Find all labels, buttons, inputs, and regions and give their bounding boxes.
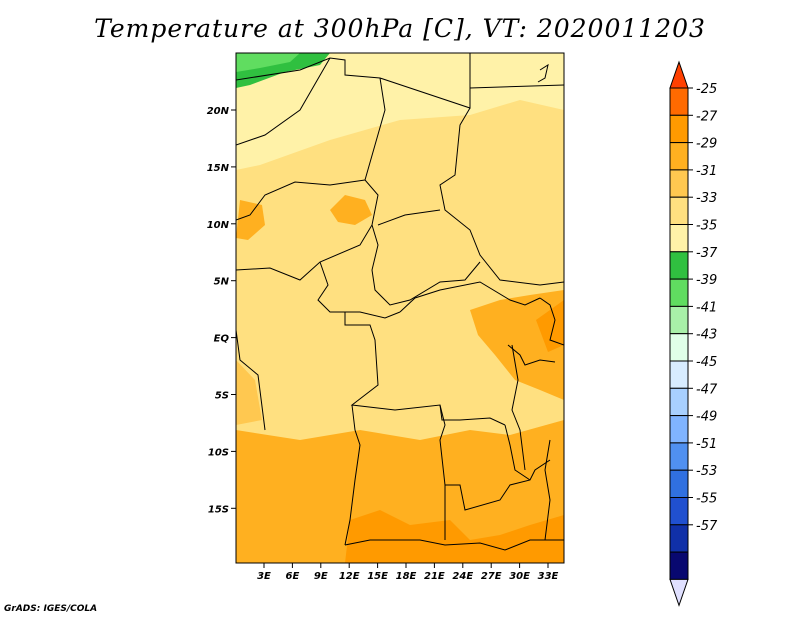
colorbar-label: -55 xyxy=(696,492,717,507)
colorbar-segment xyxy=(669,469,689,499)
colorbar-bottom-arrow xyxy=(669,578,689,607)
colorbar-label: -25 xyxy=(696,82,717,97)
colorbar-segment xyxy=(669,415,689,444)
colorbar-label: -31 xyxy=(696,164,717,179)
lon-tick-label: 6E xyxy=(286,571,300,582)
colorbar-segment xyxy=(669,551,689,580)
colorbar-label: -57 xyxy=(696,519,718,534)
field-south-warm xyxy=(236,420,564,563)
field-southwest-edge xyxy=(236,360,262,425)
temperature-field xyxy=(236,53,564,563)
lon-tick-label: 15E xyxy=(367,571,388,582)
colorbar-segment xyxy=(669,387,689,417)
lat-tick-label: 10S xyxy=(208,447,229,458)
colorbar-segment xyxy=(669,251,689,280)
colorbar-label: -43 xyxy=(696,328,717,343)
colorbar-label: -39 xyxy=(696,273,717,288)
colorbar-segment xyxy=(669,87,689,116)
colorbar-segment xyxy=(669,142,689,171)
colorbar-segment xyxy=(669,114,689,144)
colorbar-segment xyxy=(669,224,689,253)
colorbar: -25 -27 -29 -31 -33 -35 -37 -39 -41 -43 -45 -47 -49 -… xyxy=(669,60,718,607)
lat-tick-label: 5S xyxy=(215,391,229,402)
lon-tick-label: 24E xyxy=(452,571,473,582)
lon-tick-label: 30E xyxy=(509,571,530,582)
colorbar-label: -53 xyxy=(696,464,717,479)
colorbar-label: -37 xyxy=(696,246,718,261)
colorbar-segment xyxy=(669,196,689,225)
colorbar-segment xyxy=(669,524,689,553)
lon-tick-label: 9E xyxy=(314,571,328,582)
field-north-cool xyxy=(236,53,564,170)
lon-tick-label: 21E xyxy=(424,571,445,582)
lat-tick-label: 20N xyxy=(207,106,230,117)
colorbar-label: -47 xyxy=(696,382,718,397)
colorbar-label: -41 xyxy=(696,300,717,315)
colorbar-segment xyxy=(669,333,689,362)
colorbar-label: -27 xyxy=(696,109,718,124)
longitude-axis: 3E 6E 9E 12E 15E 18E 21E 24E 27E 30E 33E xyxy=(257,563,559,582)
field-patch-west xyxy=(236,200,265,240)
lon-tick-label: 18E xyxy=(396,571,417,582)
latitude-axis: 20N 15N 10N 5N EQ 5S 10S 15S xyxy=(207,106,236,515)
colorbar-label: -35 xyxy=(696,219,717,234)
colorbar-segment xyxy=(669,442,689,471)
colorbar-label: -49 xyxy=(696,410,717,425)
colorbar-segment xyxy=(669,278,689,307)
colorbar-segment xyxy=(669,497,689,526)
colorbar-top-arrow xyxy=(669,60,689,89)
colorbar-label: -51 xyxy=(696,437,717,452)
lat-tick-label: EQ xyxy=(214,334,230,345)
lon-tick-label: 3E xyxy=(257,571,271,582)
map-title: Temperature at 300hPa [C], VT: 202001120… xyxy=(94,14,706,43)
colorbar-segment xyxy=(669,305,689,335)
field-north-lightgreen xyxy=(236,53,300,72)
lat-tick-label: 10N xyxy=(207,220,230,231)
field-east-patch xyxy=(536,300,564,352)
field-south-hot xyxy=(345,510,564,563)
lon-tick-label: 27E xyxy=(481,571,502,582)
grads-credit: GrADS: IGES/COLA xyxy=(4,604,98,614)
colorbar-label: -33 xyxy=(696,191,717,206)
colorbar-segment xyxy=(669,169,689,198)
lon-tick-label: 33E xyxy=(538,571,559,582)
colorbar-label: -29 xyxy=(696,137,717,152)
field-patch-central xyxy=(330,195,372,225)
colorbar-label: -45 xyxy=(696,355,717,370)
lat-tick-label: 15N xyxy=(207,163,230,174)
lat-tick-label: 15S xyxy=(208,504,229,515)
country-borders xyxy=(236,53,564,551)
map-frame xyxy=(235,52,565,564)
lat-tick-label: 5N xyxy=(214,277,230,288)
lon-tick-label: 12E xyxy=(339,571,360,582)
colorbar-segment xyxy=(669,360,689,389)
